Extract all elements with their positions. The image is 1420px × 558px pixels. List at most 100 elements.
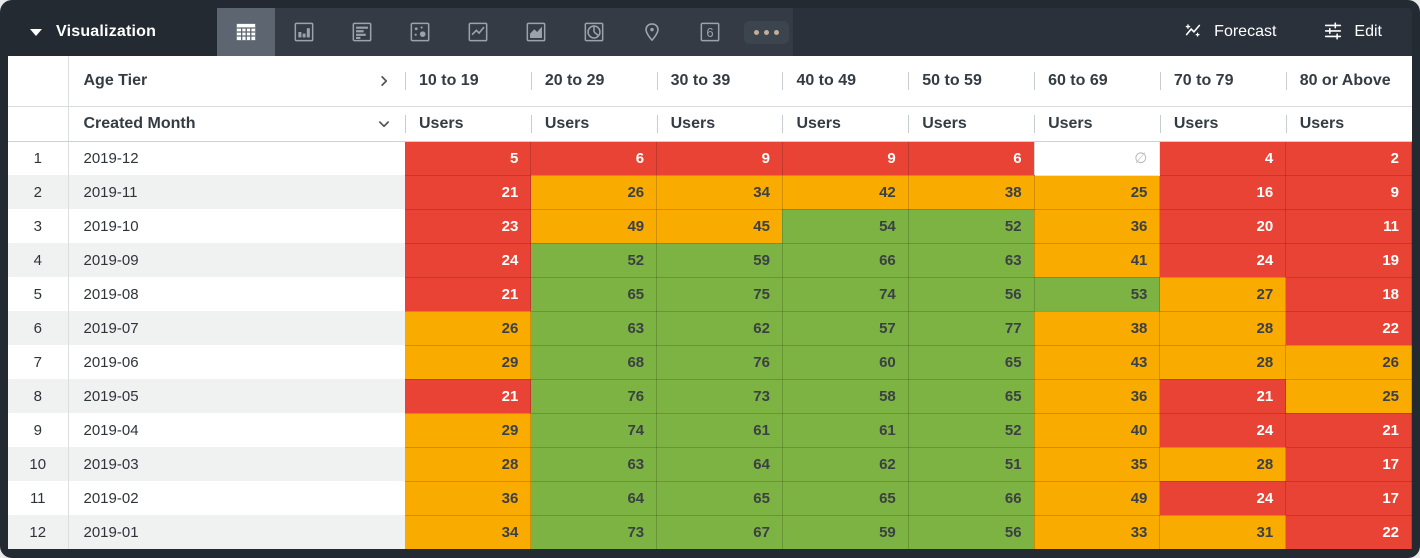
pivot-value-header-7[interactable]: 80 or Above <box>1285 56 1412 107</box>
pivot-value-header-5[interactable]: 60 to 69 <box>1034 56 1160 107</box>
measure-header-3[interactable]: Users <box>782 106 909 142</box>
users-value-cell[interactable]: 36 <box>405 481 532 516</box>
created-month-cell[interactable]: 2019-08 <box>68 277 405 311</box>
users-value-cell[interactable]: 18 <box>1285 277 1412 312</box>
users-value-cell[interactable]: 26 <box>405 311 532 346</box>
users-value-cell[interactable]: 25 <box>1285 379 1412 414</box>
measure-header-2[interactable]: Users <box>656 106 783 142</box>
users-value-cell[interactable]: 41 <box>1034 243 1161 278</box>
users-value-cell[interactable]: 56 <box>908 277 1035 312</box>
users-value-cell[interactable]: 62 <box>656 311 783 346</box>
users-value-cell[interactable]: 35 <box>1034 447 1161 482</box>
measure-header-0[interactable]: Users <box>405 106 531 142</box>
users-value-cell[interactable]: 22 <box>1285 515 1412 549</box>
users-value-cell[interactable]: 45 <box>656 209 783 244</box>
users-value-cell[interactable]: 65 <box>530 277 658 312</box>
viz-row-chart-button[interactable] <box>333 8 391 56</box>
pivot-value-header-4[interactable]: 50 to 59 <box>908 56 1035 107</box>
created-month-cell[interactable]: 2019-05 <box>68 379 405 413</box>
row-field-header[interactable]: Created Month <box>68 106 405 142</box>
users-value-cell[interactable]: 38 <box>1034 311 1161 346</box>
users-value-cell[interactable]: 21 <box>405 175 532 210</box>
users-value-cell[interactable]: 6 <box>908 141 1035 176</box>
users-value-cell[interactable]: 63 <box>530 311 658 346</box>
users-value-cell[interactable]: 53 <box>1034 277 1161 312</box>
users-value-cell[interactable]: 77 <box>908 311 1035 346</box>
users-value-cell[interactable]: 4 <box>1159 141 1287 176</box>
users-value-cell[interactable]: 74 <box>782 277 909 312</box>
users-value-cell[interactable]: 38 <box>908 175 1035 210</box>
forecast-button[interactable]: Forecast <box>1176 8 1282 56</box>
users-value-cell[interactable]: 28 <box>1159 311 1287 346</box>
measure-header-4[interactable]: Users <box>908 106 1035 142</box>
users-value-cell[interactable]: 65 <box>908 379 1035 414</box>
users-value-cell[interactable]: 40 <box>1034 413 1161 448</box>
users-value-cell[interactable]: 57 <box>782 311 909 346</box>
created-month-cell[interactable]: 2019-10 <box>68 209 405 243</box>
users-value-cell[interactable]: 59 <box>656 243 783 278</box>
users-value-cell[interactable]: 52 <box>908 209 1035 244</box>
users-value-cell[interactable]: 73 <box>656 379 783 414</box>
users-value-cell[interactable]: 51 <box>908 447 1035 482</box>
users-value-cell[interactable]: 24 <box>1159 243 1287 278</box>
users-value-cell[interactable]: 42 <box>782 175 909 210</box>
pivot-value-header-6[interactable]: 70 to 79 <box>1159 56 1286 107</box>
users-value-cell[interactable]: 21 <box>405 277 532 312</box>
users-value-cell[interactable]: 19 <box>1285 243 1412 278</box>
users-value-cell[interactable]: 22 <box>1285 311 1412 346</box>
users-value-cell[interactable]: 65 <box>908 345 1035 380</box>
pivot-value-header-2[interactable]: 30 to 39 <box>656 56 783 107</box>
users-value-cell[interactable]: 52 <box>908 413 1035 448</box>
users-value-cell[interactable]: 11 <box>1285 209 1412 244</box>
users-value-cell[interactable]: 36 <box>1034 379 1161 414</box>
created-month-cell[interactable]: 2019-06 <box>68 345 405 379</box>
users-value-cell[interactable]: 28 <box>1159 447 1287 482</box>
users-value-cell[interactable]: 63 <box>530 447 658 482</box>
users-value-cell[interactable]: 66 <box>782 243 909 278</box>
users-value-cell[interactable]: 67 <box>656 515 783 549</box>
users-value-cell[interactable]: 36 <box>1034 209 1161 244</box>
users-value-cell[interactable]: 75 <box>656 277 783 312</box>
viz-scatter-plot-button[interactable] <box>391 8 449 56</box>
users-value-cell[interactable]: 24 <box>1159 413 1287 448</box>
users-value-cell[interactable]: 34 <box>656 175 783 210</box>
viz-table-button[interactable] <box>217 8 275 56</box>
users-value-cell[interactable]: 61 <box>782 413 909 448</box>
users-value-cell[interactable]: 66 <box>908 481 1035 516</box>
users-value-cell[interactable]: 6 <box>530 141 658 176</box>
created-month-cell[interactable]: 2019-03 <box>68 447 405 481</box>
pivot-value-header-3[interactable]: 40 to 49 <box>782 56 909 107</box>
users-value-cell[interactable]: 63 <box>908 243 1035 278</box>
users-value-cell[interactable]: 56 <box>908 515 1035 549</box>
viz-pie-chart-button[interactable] <box>565 8 623 56</box>
users-value-cell[interactable]: 9 <box>656 141 783 176</box>
users-value-cell[interactable]: 9 <box>782 141 909 176</box>
measure-header-1[interactable]: Users <box>530 106 657 142</box>
users-value-cell[interactable]: 20 <box>1159 209 1287 244</box>
users-value-cell[interactable]: 31 <box>1159 515 1287 549</box>
users-value-cell[interactable]: 26 <box>1285 345 1412 380</box>
viz-line-chart-button[interactable] <box>449 8 507 56</box>
users-value-cell[interactable]: 74 <box>530 413 658 448</box>
users-value-cell[interactable]: 9 <box>1285 175 1412 210</box>
users-value-cell[interactable]: 49 <box>530 209 658 244</box>
pivot-value-header-1[interactable]: 20 to 29 <box>530 56 657 107</box>
users-value-cell[interactable]: 34 <box>405 515 532 549</box>
users-value-cell[interactable]: 21 <box>1285 413 1412 448</box>
users-value-cell[interactable]: 59 <box>782 515 909 549</box>
users-value-cell[interactable]: 61 <box>656 413 783 448</box>
viz-map-button[interactable] <box>623 8 681 56</box>
users-value-cell[interactable]: 17 <box>1285 481 1412 516</box>
users-value-cell[interactable]: 68 <box>530 345 658 380</box>
users-value-cell[interactable]: 21 <box>1159 379 1287 414</box>
created-month-cell[interactable]: 2019-12 <box>68 141 405 175</box>
users-value-cell[interactable]: 28 <box>405 447 532 482</box>
edit-button[interactable]: Edit <box>1316 8 1388 56</box>
measure-header-6[interactable]: Users <box>1159 106 1286 142</box>
viz-area-chart-button[interactable] <box>507 8 565 56</box>
users-value-cell[interactable]: 29 <box>405 345 532 380</box>
users-value-cell[interactable]: 64 <box>530 481 658 516</box>
users-value-cell[interactable]: 17 <box>1285 447 1412 482</box>
users-value-cell[interactable]: 43 <box>1034 345 1161 380</box>
measure-header-7[interactable]: Users <box>1285 106 1412 142</box>
